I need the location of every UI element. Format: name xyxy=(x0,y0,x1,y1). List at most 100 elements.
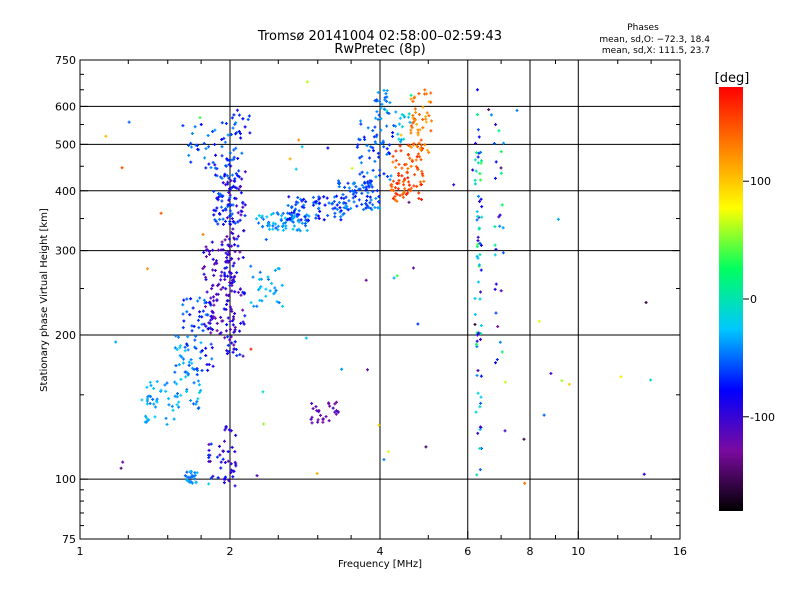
echo-point xyxy=(217,282,221,286)
echo-point xyxy=(207,460,211,464)
echo-point xyxy=(475,373,479,377)
y-tick-label: 500 xyxy=(55,138,76,151)
echo-point xyxy=(204,346,208,350)
echo-point xyxy=(494,361,498,365)
echo-point xyxy=(231,227,235,231)
echo-point xyxy=(224,287,228,291)
echo-point xyxy=(159,211,163,215)
echo-point xyxy=(194,346,198,350)
echo-point xyxy=(229,468,233,472)
echo-point xyxy=(210,328,214,332)
echo-point xyxy=(226,450,230,454)
echo-point xyxy=(297,209,301,213)
echo-point xyxy=(197,406,201,410)
echo-point xyxy=(409,131,413,135)
echo-point xyxy=(226,335,230,339)
echo-point xyxy=(251,275,255,279)
echo-point xyxy=(498,213,502,217)
echo-point xyxy=(333,206,337,210)
echo-point xyxy=(232,275,236,279)
echo-point xyxy=(203,156,207,160)
echo-point xyxy=(474,410,478,414)
echo-point xyxy=(230,244,234,248)
echo-point xyxy=(310,401,314,405)
echo-point xyxy=(479,374,483,378)
echo-point xyxy=(388,152,392,156)
echo-point xyxy=(228,195,232,199)
echo-point xyxy=(413,118,417,122)
echo-point xyxy=(360,154,364,158)
echo-point xyxy=(353,194,357,198)
echo-point xyxy=(237,113,241,117)
echo-point xyxy=(382,458,386,462)
echo-point xyxy=(476,368,480,372)
echo-point xyxy=(147,394,151,398)
echo-point xyxy=(195,400,199,404)
echo-point xyxy=(224,260,228,264)
echo-point xyxy=(478,337,482,341)
echo-point xyxy=(268,289,272,293)
echo-point xyxy=(385,147,389,151)
echo-point xyxy=(367,149,371,153)
echo-point xyxy=(181,303,185,307)
x-tick-label: 6 xyxy=(464,545,471,558)
echo-point xyxy=(480,205,484,209)
echo-point xyxy=(413,173,417,177)
echo-point xyxy=(234,172,238,176)
echo-point xyxy=(226,182,230,186)
echo-point xyxy=(188,313,192,317)
echo-point xyxy=(473,141,477,145)
echo-point xyxy=(229,471,233,475)
echo-point xyxy=(173,380,177,384)
echo-point xyxy=(413,107,417,111)
echo-point xyxy=(347,199,351,203)
echo-point xyxy=(221,222,225,226)
echo-point xyxy=(282,221,286,225)
echo-point xyxy=(369,198,373,202)
echo-point xyxy=(280,283,284,287)
echo-point xyxy=(351,196,355,200)
echo-point xyxy=(209,318,213,322)
echo-point xyxy=(473,158,477,162)
echo-point xyxy=(333,211,337,215)
echo-point xyxy=(391,154,395,158)
colorbar-tick-label: 100 xyxy=(750,175,771,188)
echo-point xyxy=(411,121,415,125)
echo-point xyxy=(228,214,232,218)
echo-point xyxy=(501,226,505,230)
echo-point xyxy=(556,217,560,221)
echo-point xyxy=(388,178,392,182)
echo-point xyxy=(400,174,404,178)
echo-point xyxy=(350,166,354,170)
echo-point xyxy=(237,169,241,173)
echo-point xyxy=(423,88,427,92)
echo-point xyxy=(401,195,405,199)
echo-point xyxy=(231,475,235,479)
echo-point xyxy=(204,324,208,328)
echo-point xyxy=(206,327,210,331)
colorbar-tick-label: 0 xyxy=(750,293,757,306)
echo-point xyxy=(427,150,431,154)
echo-point xyxy=(185,470,189,474)
echo-point xyxy=(368,201,372,205)
echo-point xyxy=(364,206,368,210)
echo-point xyxy=(209,296,213,300)
echo-point xyxy=(185,342,189,346)
echo-point xyxy=(309,417,313,421)
echo-point xyxy=(280,214,284,218)
echo-point xyxy=(377,155,381,159)
echo-point xyxy=(198,310,202,314)
echo-point xyxy=(360,170,364,174)
echo-point xyxy=(385,89,389,93)
echo-point xyxy=(414,165,418,169)
echo-point xyxy=(218,444,222,448)
echo-point xyxy=(213,128,217,132)
echo-point xyxy=(405,170,409,174)
echo-point xyxy=(335,203,339,207)
echo-point xyxy=(260,214,264,218)
echo-point xyxy=(230,158,234,162)
echo-point xyxy=(220,199,224,203)
echo-point xyxy=(213,316,217,320)
echo-point xyxy=(218,212,222,216)
echo-point xyxy=(479,395,483,399)
